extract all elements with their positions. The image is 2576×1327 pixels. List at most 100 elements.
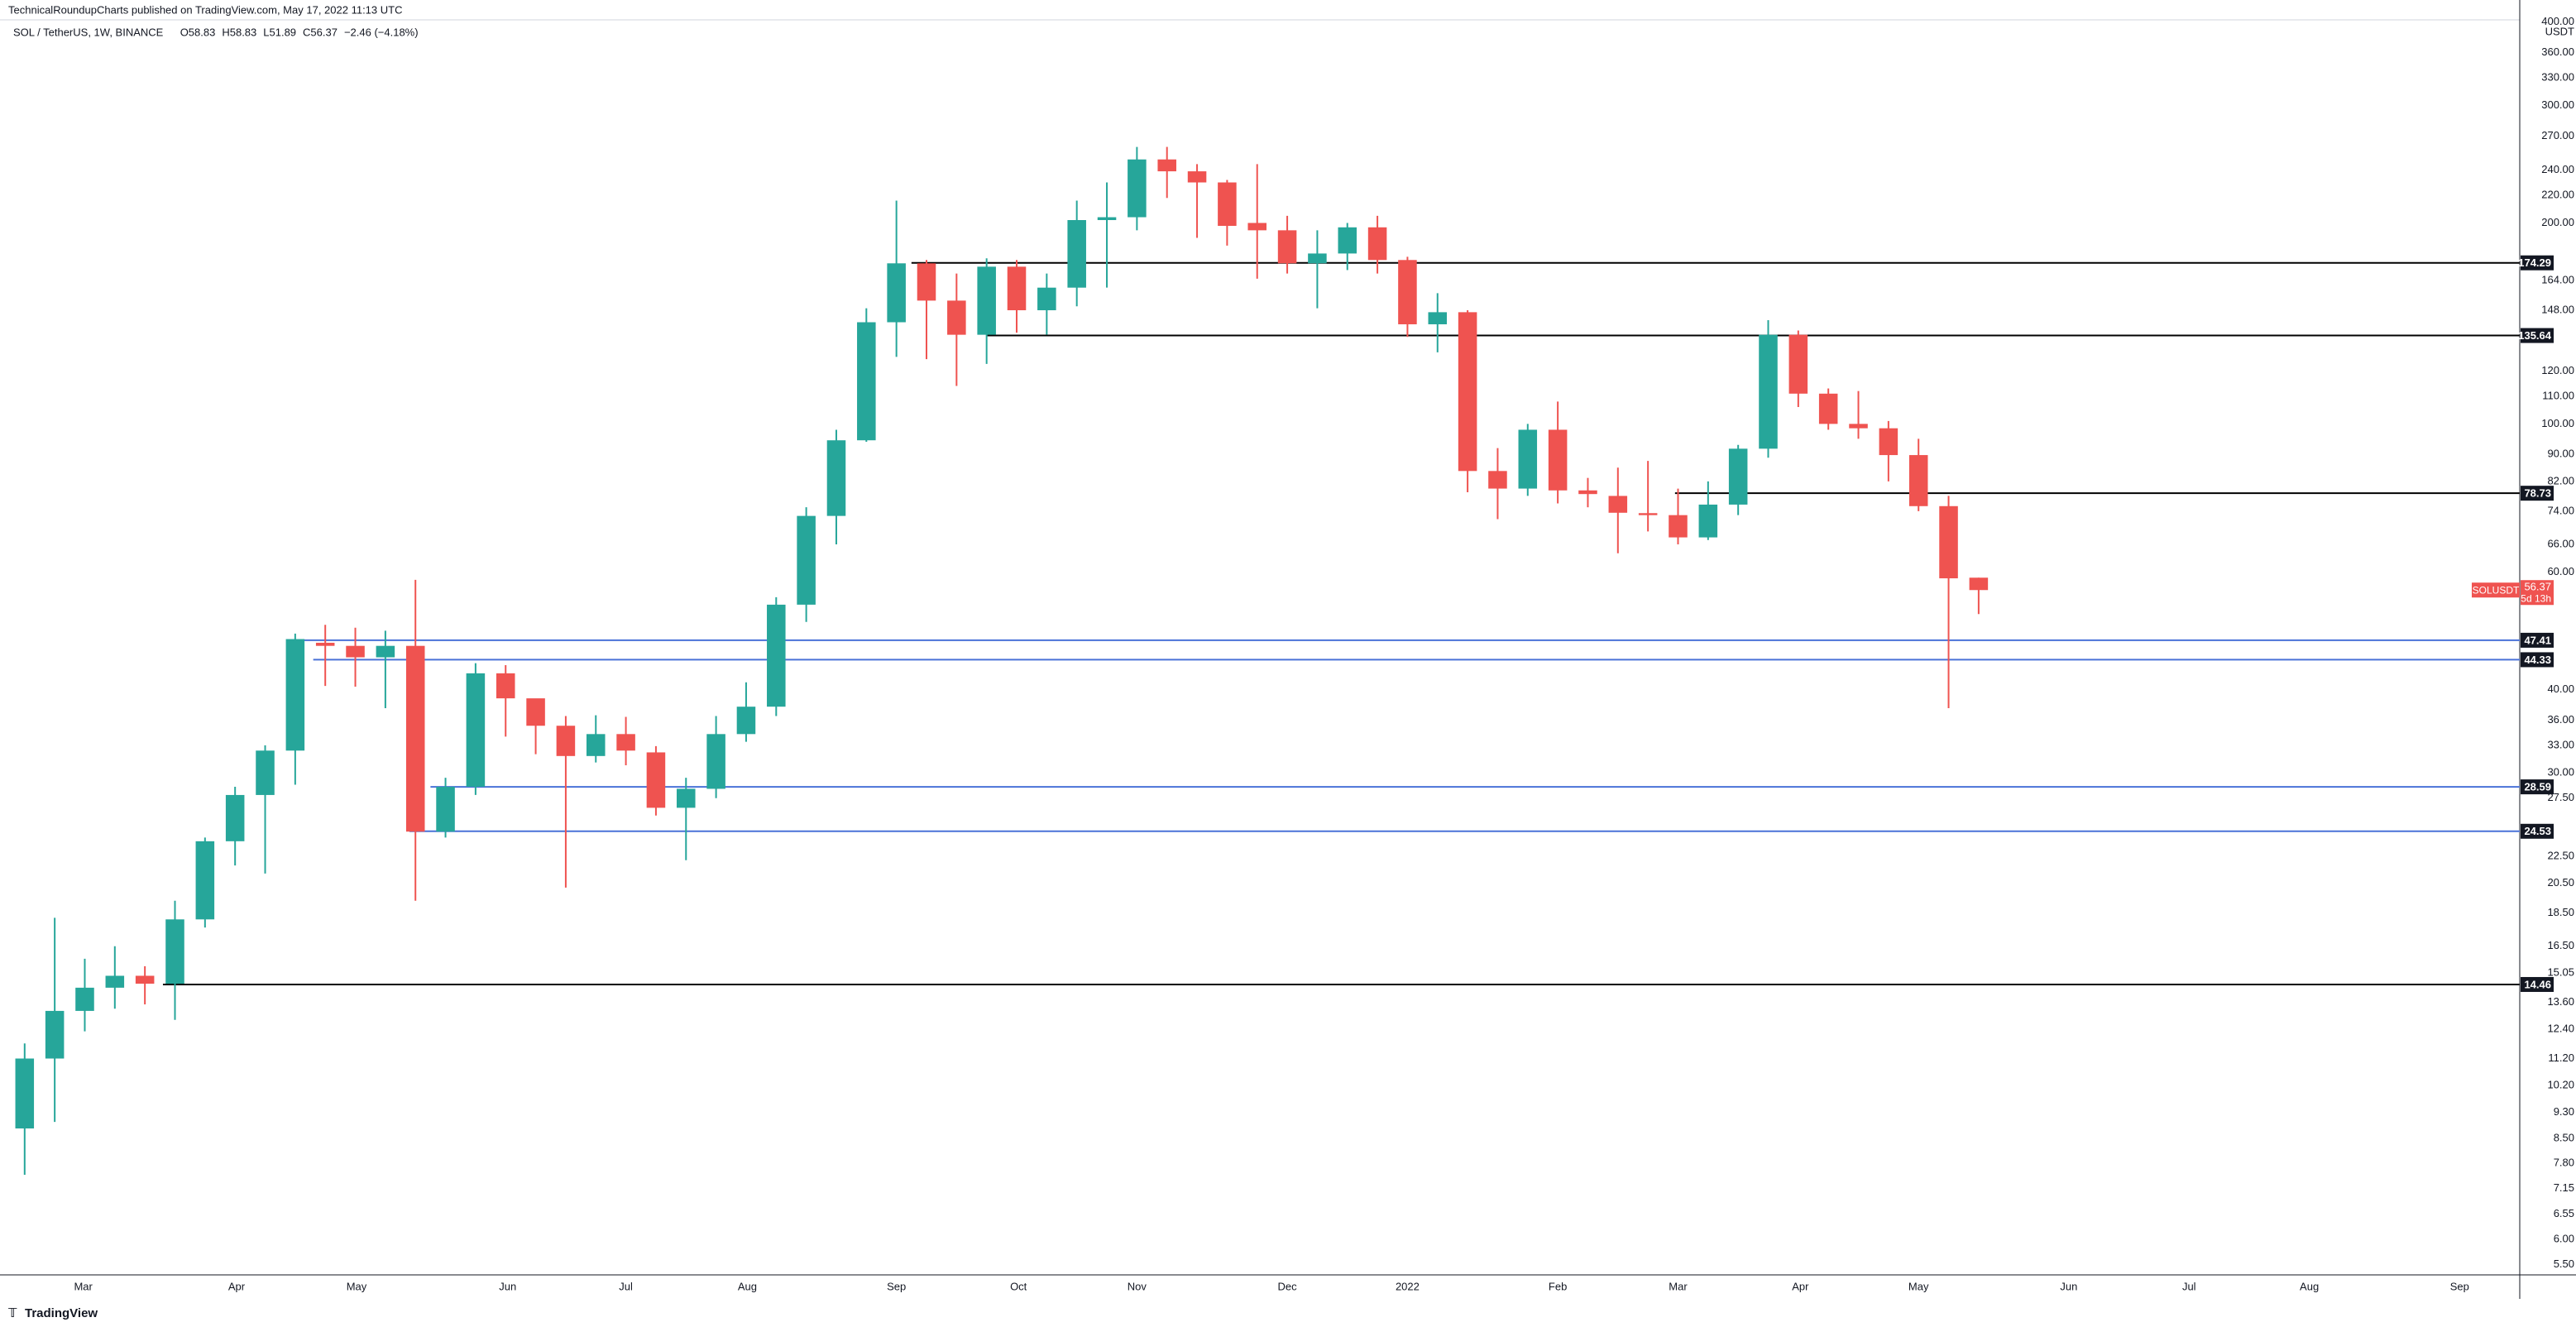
candle-body [1669,515,1688,538]
candle-body [586,734,606,756]
y-tick-label: 82.00 [2547,474,2574,486]
candle-body [1157,159,1176,172]
publisher: TechnicalRoundupCharts published on Trad… [8,3,402,16]
candle-body [767,604,786,707]
y-tick-label: 36.00 [2547,713,2574,726]
y-tick-label: 200.00 [2541,216,2574,228]
x-tick-label: Oct [1010,1280,1027,1292]
candle-body [75,987,94,1011]
y-tick-label: 270.00 [2541,129,2574,141]
candle-body [1638,513,1658,515]
candle-body [1097,217,1117,221]
ohlc-legend-item: H58.83 [222,26,256,38]
y-tick-label: 300.00 [2541,98,2574,111]
ohlc-legend-item: C56.37 [303,26,338,38]
x-tick-label: Jun [2060,1280,2077,1292]
candle-body [1367,227,1387,261]
candle-body [1939,505,1958,579]
x-tick-label: Feb [1549,1280,1567,1292]
candle-body [887,263,906,323]
candle-body [797,515,816,605]
candle-body [857,322,876,441]
x-tick-label: Apr [228,1280,246,1292]
candle-body [526,698,545,726]
ohlc-legend-item: O58.83 [180,26,216,38]
x-tick-label: Jul [619,1280,633,1292]
symbol-title: SOL / TetherUS, 1W, BINANCE [13,26,164,38]
x-tick-label: Dec [1278,1280,1298,1292]
ohlc-legend-item: −2.46 (−4.18%) [344,26,419,38]
candle-body [1067,220,1086,288]
candle-body [1788,334,1808,394]
level-tag [2521,652,2554,668]
candle-body [285,639,305,751]
candle-body [496,673,515,699]
price-tag [2521,580,2554,606]
candle-body [556,726,576,756]
candle-body [826,440,846,516]
x-tick-label: Apr [1792,1280,1809,1292]
candle-body [1908,455,1928,506]
y-tick-label: 40.00 [2547,683,2574,695]
candle-body [225,794,245,841]
candle-body [1518,429,1538,489]
y-tick-label: 30.00 [2547,766,2574,778]
candle-body [376,645,395,658]
candle-body [646,752,666,808]
candle-body [1247,223,1266,231]
candle-body [736,707,756,735]
x-tick-label: 2022 [1396,1280,1420,1292]
ohlc-legend-item: L51.89 [263,26,296,38]
candle-body [1818,393,1838,424]
candle-body [1428,312,1448,324]
level-tag [2521,255,2554,271]
y-tick-label: 360.00 [2541,46,2574,58]
candle-body [315,642,335,646]
y-tick-label: 148.00 [2541,303,2574,315]
y-tick-label: 400.00 [2541,15,2574,27]
candle-body [135,975,155,984]
y-tick-label: 330.00 [2541,70,2574,83]
level-tag-label: 78.73 [2524,487,2551,500]
candle-body [256,750,275,795]
level-tag [2521,779,2554,795]
candle-body [195,841,215,920]
level-tag-label: 28.59 [2524,781,2551,793]
level-tag [2521,976,2554,992]
candle-body [1128,159,1147,218]
x-tick-label: May [347,1280,367,1292]
candle-body [917,263,936,301]
x-tick-label: Aug [738,1280,757,1292]
x-tick-label: Sep [887,1280,906,1292]
candle-body [1849,424,1868,429]
y-tick-label: 33.00 [2547,738,2574,750]
candle-body [1728,448,1748,505]
level-tag-label: 47.41 [2524,634,2551,646]
candle-body [45,1010,65,1059]
candle-body [1578,490,1597,495]
level-tag-label: 174.29 [2518,256,2551,269]
level-tag [2521,632,2554,648]
y-tick-label: 7.80 [2554,1157,2574,1169]
x-tick-label: Sep [2450,1280,2469,1292]
candle-body [15,1058,35,1128]
symbol-tag-box [2472,582,2520,598]
y-tick-label: 66.00 [2547,537,2574,549]
y-tick-label: 164.00 [2541,273,2574,285]
x-tick-label: Mar [1669,1280,1688,1292]
candle-body [1007,266,1027,311]
x-tick-label: Aug [2300,1280,2319,1292]
y-tick-label: 6.00 [2554,1233,2574,1245]
candle-body [1037,287,1056,311]
level-tag-label: 44.33 [2524,654,2551,666]
y-tick-label: 12.40 [2547,1022,2574,1034]
x-tick-label: Nov [1128,1280,1147,1292]
y-tick-label: 20.50 [2547,876,2574,889]
candle-body [706,734,725,789]
x-tick-label: May [1908,1280,1929,1292]
y-tick-label: 13.60 [2547,995,2574,1008]
candle-body [1879,428,1898,456]
